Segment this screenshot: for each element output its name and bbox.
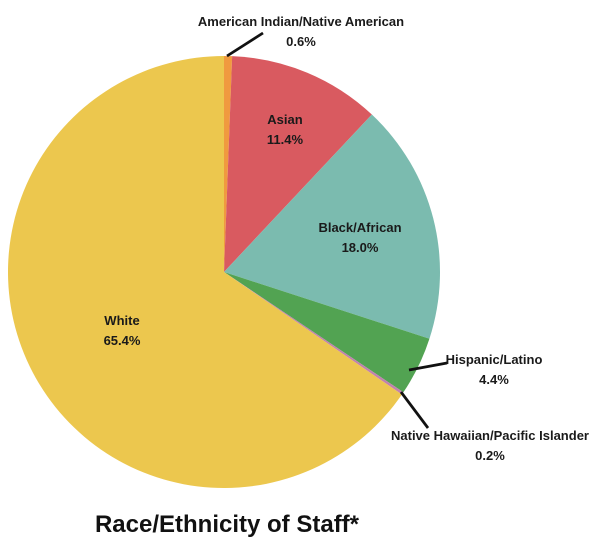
slice-label-name: Native Hawaiian/Pacific Islander: [391, 428, 589, 443]
slice-label-percent: 65.4%: [104, 333, 141, 348]
slice-label-percent: 4.4%: [479, 372, 509, 387]
chart-title: Race/Ethnicity of Staff*: [94, 511, 360, 538]
slice-label-percent: 11.4%: [267, 132, 304, 147]
pie-slice-black-african: [224, 114, 441, 339]
slice-label-percent: 0.2%: [475, 448, 505, 463]
pie-slice-asian: [224, 56, 372, 273]
slice-label-name: American Indian/Native American: [198, 14, 404, 29]
slice-label-percent: 0.6%: [286, 34, 316, 49]
slice-label-name: Hispanic/Latino: [446, 352, 543, 367]
slice-label-hispanic-latino: Hispanic/Latino 4.4%: [446, 352, 543, 387]
slice-label-name: Black/African: [318, 220, 401, 235]
slice-label-black-african: Black/African 18.0%: [318, 220, 401, 255]
slice-label-name: Asian: [267, 112, 302, 127]
slice-label-name: White: [104, 313, 139, 328]
pie-slice-white: [7, 56, 402, 488]
slice-label-asian: Asian 11.4%: [267, 112, 304, 147]
pie-slice-american-indian-native-american: [224, 55, 233, 272]
pie-slice-native-hawaiian-pacific-islander: [224, 272, 404, 395]
slice-label-percent: 18.0%: [342, 240, 379, 255]
leader-line-american-indian-native-american: [226, 31, 264, 58]
slice-label-native-hawaiian-pacific-islander: Native Hawaiian/Pacific Islander 0.2%: [391, 428, 589, 463]
slice-label-white: White 65.4%: [104, 313, 141, 348]
slice-label-american-indian-native-american: American Indian/Native American 0.6%: [198, 14, 404, 49]
pie-slice-hispanic-latino: [224, 272, 430, 393]
leader-line-hispanic-latino: [408, 361, 448, 372]
leader-line-native-hawaiian-pacific-islander: [399, 391, 430, 429]
